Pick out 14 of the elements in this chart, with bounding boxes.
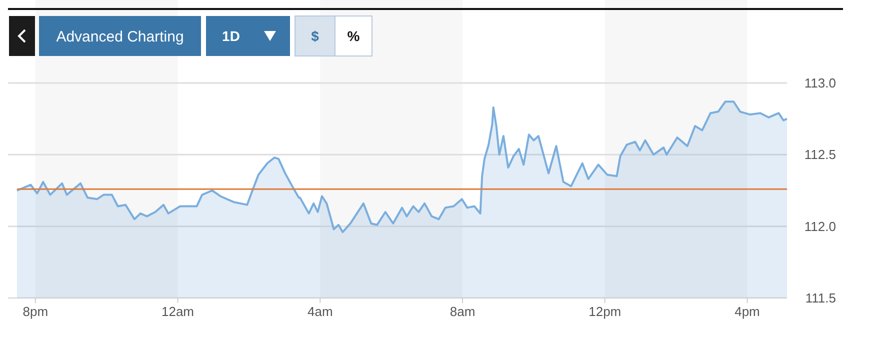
x-tick-label: 8am [450, 304, 476, 319]
y-tick-label: 112.5 [804, 147, 836, 162]
x-tick-label: 8pm [22, 304, 48, 319]
text: Advanced Charting [56, 28, 184, 46]
x-tick-label: 4am [307, 304, 333, 319]
y-tick-label: 113.0 [804, 76, 836, 91]
text: % [347, 28, 360, 44]
x-tick-label: 4pm [734, 304, 760, 319]
y-tick-label: 111.5 [805, 290, 836, 306]
text: 1D [222, 28, 240, 44]
text: $ [311, 28, 320, 44]
x-tick-label: 12pm [588, 304, 622, 319]
y-tick-label: 112.0 [804, 218, 836, 234]
x-tick-label: 12am [161, 304, 194, 319]
